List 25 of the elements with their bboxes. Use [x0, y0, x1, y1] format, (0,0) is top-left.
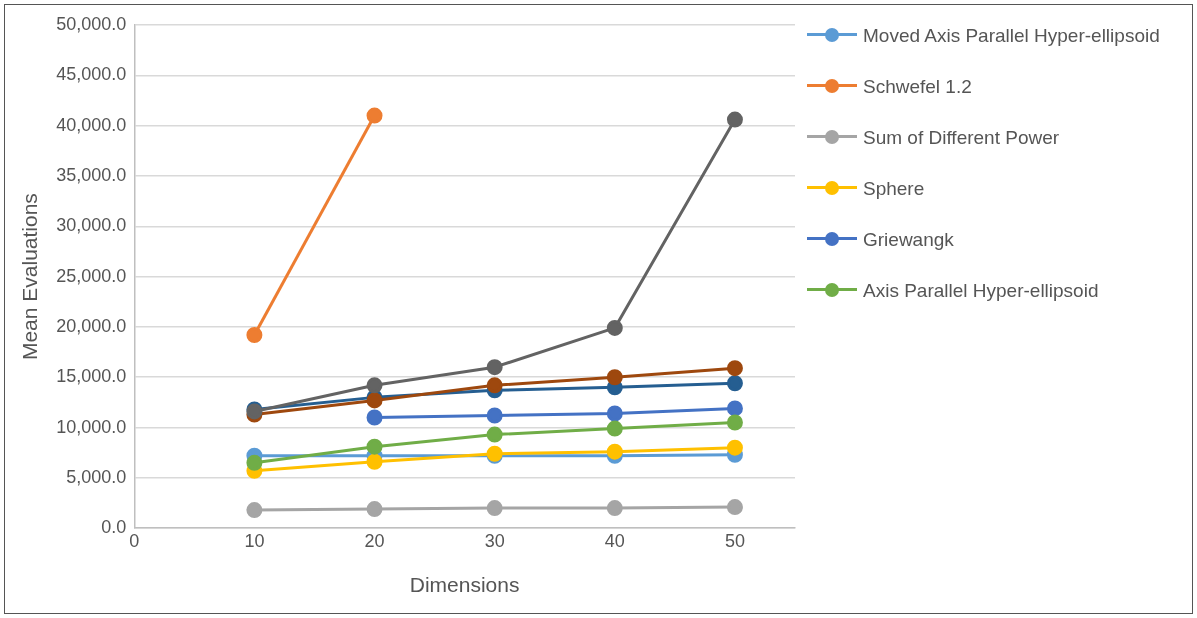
legend-label: Moved Axis Parallel Hyper-ellipsoid — [863, 24, 1160, 48]
legend-label: Schwefel 1.2 — [863, 75, 972, 99]
x-tick-label: 50 — [724, 530, 745, 551]
legend-label: Griewangk — [863, 228, 954, 252]
y-tick-label: 40,000.0 — [56, 114, 127, 135]
y-tick-label: 20,000.0 — [56, 315, 127, 336]
y-tick-label: 10,000.0 — [56, 416, 127, 437]
y-axis-title: Mean Evaluations — [18, 193, 42, 361]
y-tick-label: 0.0 — [101, 517, 127, 538]
x-tick-label: 40 — [604, 530, 625, 551]
y-tick-label: 25,000.0 — [56, 265, 127, 286]
x-tick-label: 0 — [129, 530, 140, 551]
y-tick-label: 45,000.0 — [56, 64, 127, 85]
y-tick-label: 15,000.0 — [56, 366, 127, 387]
y-tick-label: 5,000.0 — [66, 466, 127, 487]
x-tick-label: 10 — [244, 530, 265, 551]
x-axis-title: Dimensions — [409, 573, 520, 597]
y-tick-label: 35,000.0 — [56, 164, 127, 185]
x-tick-label: 30 — [484, 530, 505, 551]
legend-label: Axis Parallel Hyper-ellipsoid — [863, 279, 1099, 303]
x-tick-label: 20 — [364, 530, 385, 551]
legend-label: Sphere — [863, 177, 925, 201]
y-tick-label: 30,000.0 — [56, 215, 127, 236]
legend-label: Sum of Different Power — [863, 126, 1060, 150]
y-tick-label: 50,000.0 — [56, 13, 127, 34]
